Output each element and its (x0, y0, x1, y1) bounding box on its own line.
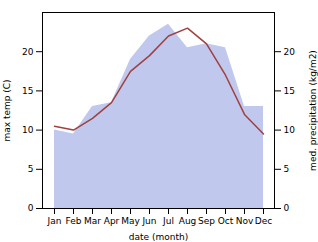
svg-text:15: 15 (284, 86, 295, 96)
svg-text:Jan: Jan (47, 216, 62, 226)
svg-text:date (month): date (month) (129, 232, 188, 242)
svg-text:med. precipitation (kg/m2): med. precipitation (kg/m2) (308, 50, 318, 171)
svg-text:5: 5 (284, 164, 290, 174)
svg-text:0: 0 (284, 203, 290, 213)
svg-text:10: 10 (284, 125, 296, 135)
svg-text:Mar: Mar (84, 216, 101, 226)
svg-text:Aug: Aug (179, 216, 197, 226)
svg-text:May: May (121, 216, 140, 226)
svg-text:Sep: Sep (198, 216, 215, 226)
svg-text:max temp (C): max temp (C) (2, 79, 12, 141)
svg-text:Feb: Feb (66, 216, 82, 226)
svg-text:Dec: Dec (255, 216, 272, 226)
svg-text:Oct: Oct (218, 216, 234, 226)
svg-text:20: 20 (284, 47, 296, 57)
svg-text:5: 5 (28, 164, 34, 174)
svg-text:10: 10 (22, 125, 34, 135)
svg-text:20: 20 (22, 47, 34, 57)
svg-text:Jun: Jun (141, 216, 156, 226)
svg-text:Apr: Apr (104, 216, 120, 226)
svg-text:15: 15 (22, 86, 33, 96)
svg-text:0: 0 (28, 203, 34, 213)
svg-text:Nov: Nov (236, 216, 254, 226)
svg-text:Jul: Jul (162, 216, 174, 226)
